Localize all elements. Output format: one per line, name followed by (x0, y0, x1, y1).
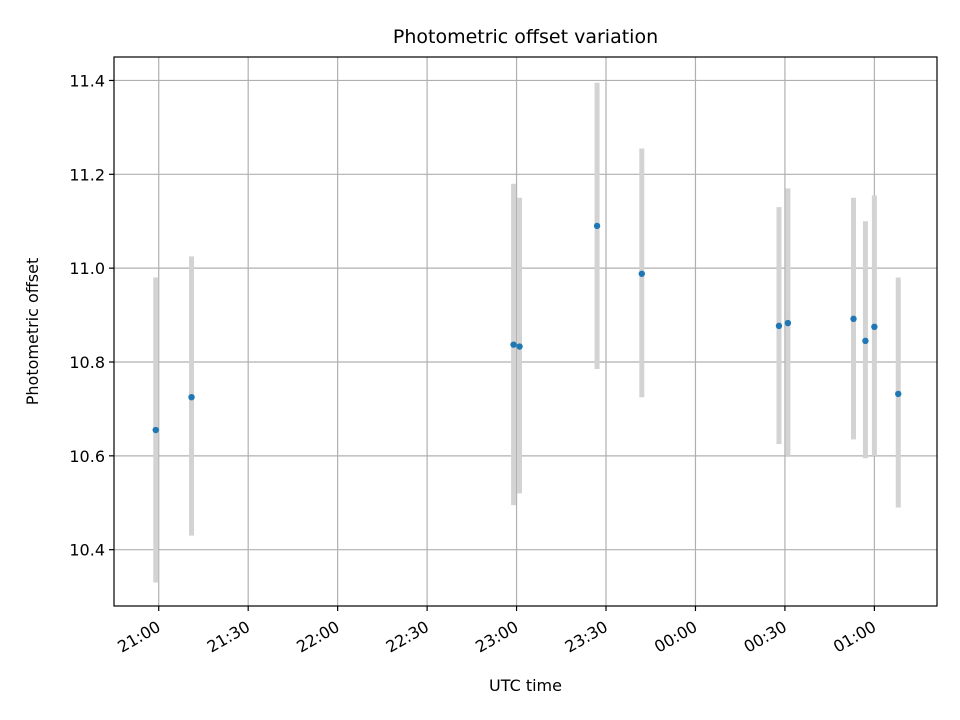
y-tick-label: 10.8 (69, 353, 105, 372)
data-point (152, 426, 159, 434)
data-point (850, 315, 857, 323)
data-point (775, 322, 783, 330)
y-tick-label: 10.6 (69, 447, 105, 466)
y-tick-label: 11.0 (69, 259, 105, 278)
plot-frame (113, 56, 938, 607)
data-points (152, 222, 902, 434)
y-tick-label: 11.2 (69, 165, 105, 184)
data-point (895, 390, 902, 398)
data-point (871, 323, 878, 331)
y-tick-label: 11.4 (69, 71, 105, 90)
data-point (188, 393, 195, 401)
y-tick-label: 10.4 (69, 541, 105, 560)
data-point (862, 337, 869, 345)
data-point (784, 319, 792, 327)
data-point (516, 343, 523, 350)
y-axis-label: Photometric offset (23, 258, 42, 406)
x-axis-label: UTC time (489, 676, 562, 695)
chart-title: Photometric offset variation (393, 26, 658, 48)
grid (114, 57, 937, 606)
data-point (593, 222, 601, 230)
data-point (510, 341, 517, 348)
data-point (638, 270, 645, 277)
